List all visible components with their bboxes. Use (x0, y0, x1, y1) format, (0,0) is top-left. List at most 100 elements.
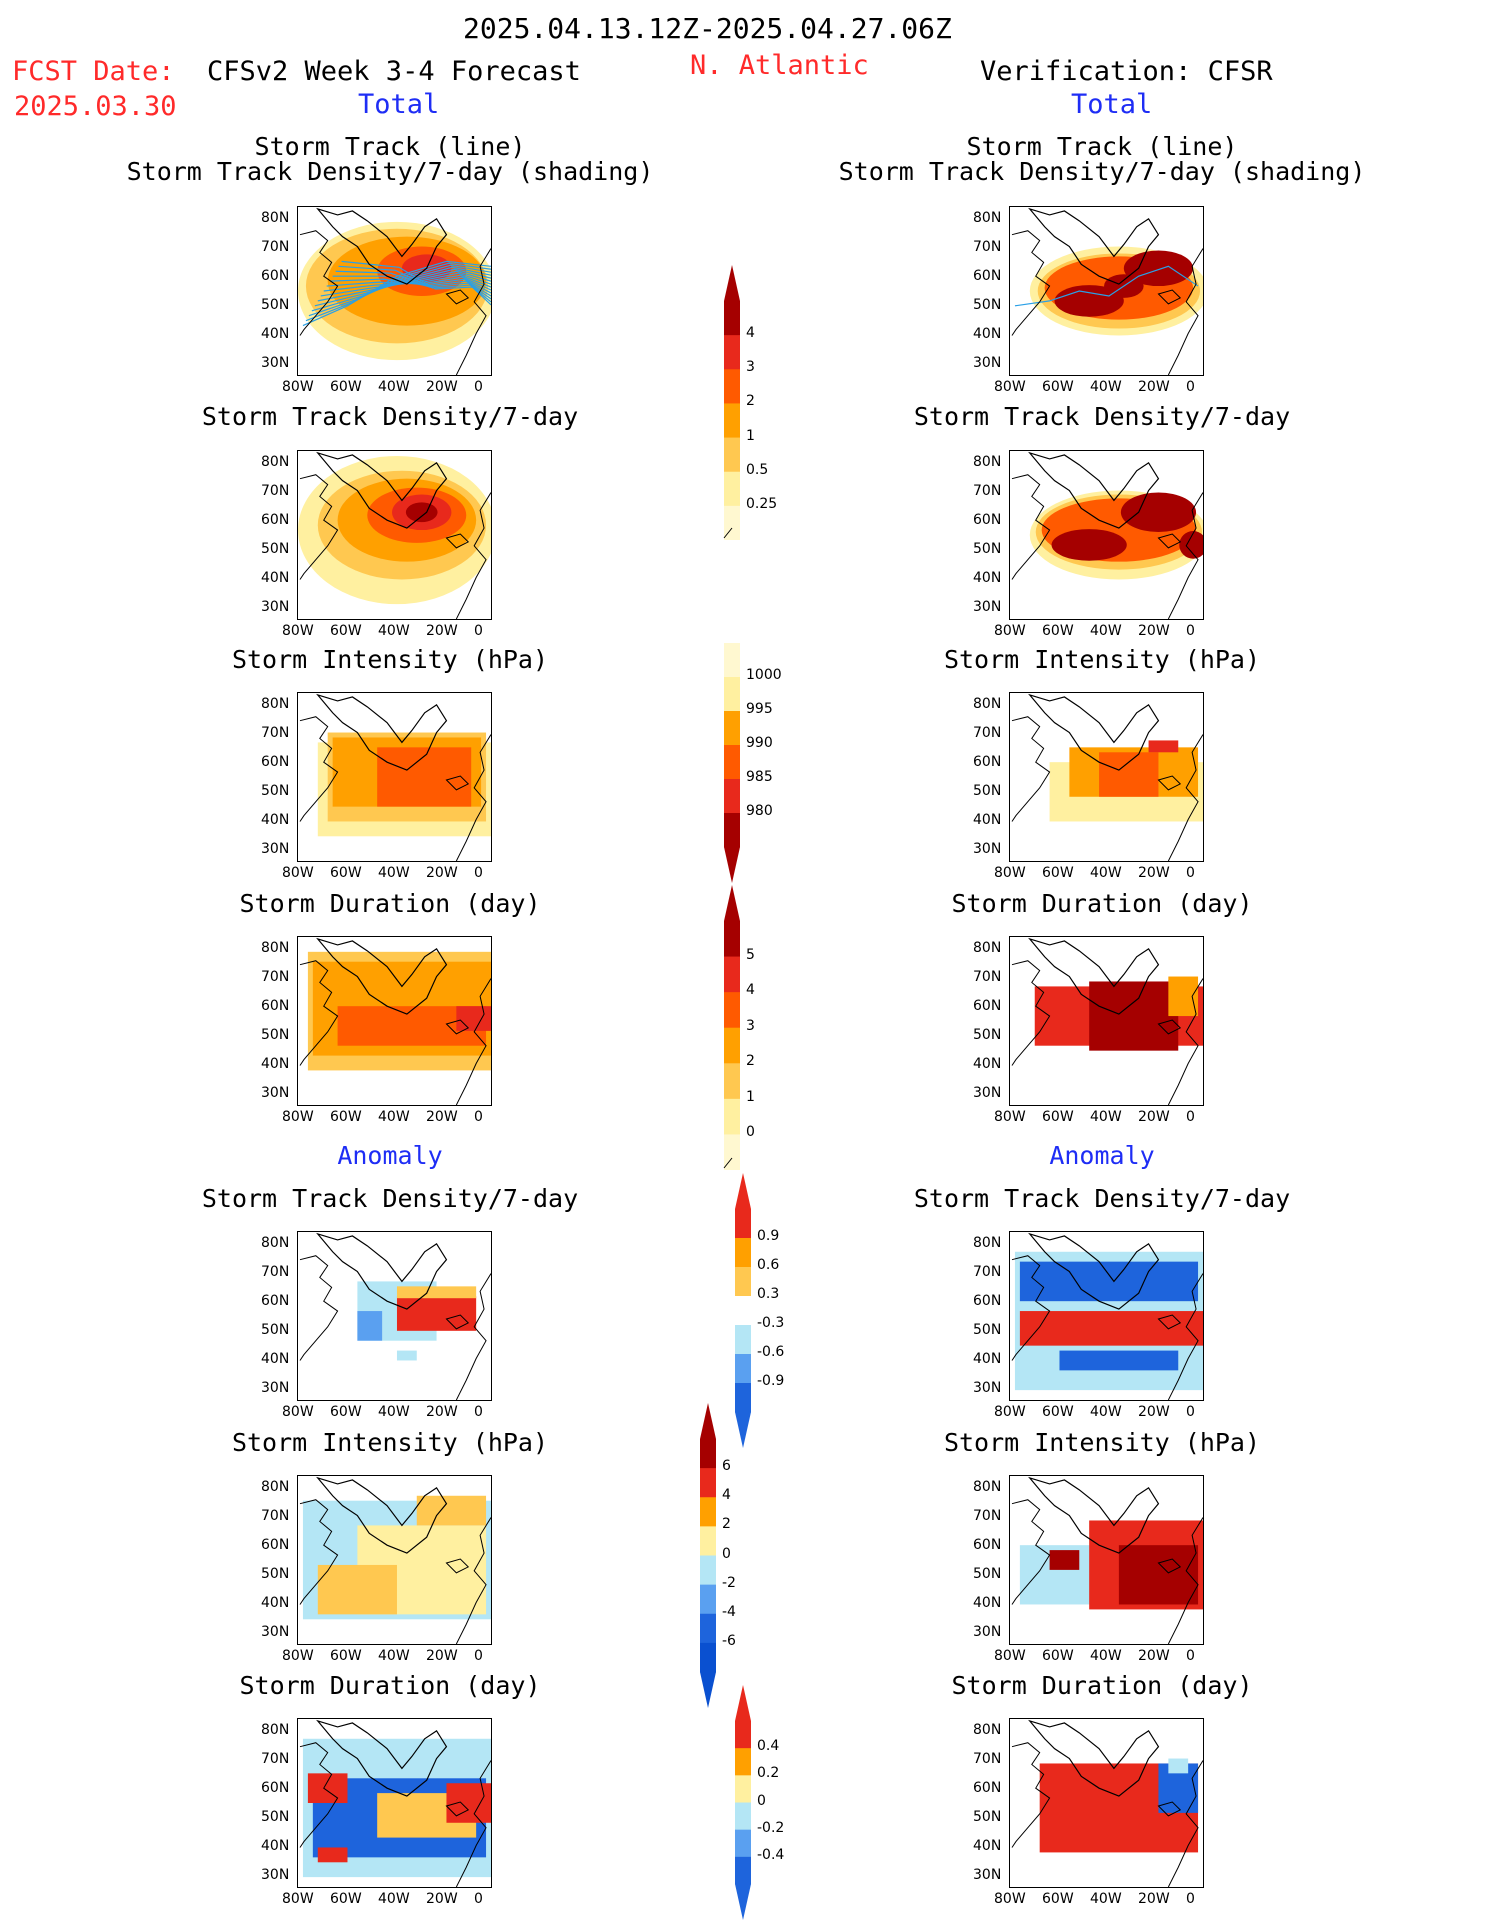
lat-tick-label: 80N (261, 696, 290, 712)
lon-tick-label: 0 (474, 1404, 483, 1420)
lat-tick-label: 80N (261, 454, 290, 470)
lat-tick-label: 30N (973, 355, 1002, 371)
date-range: 2025.04.13.12Z-2025.04.27.06Z (463, 12, 952, 45)
colorbar-tick-label: -2 (722, 1574, 736, 1591)
right-density-title: Storm Track Density/7-day (913, 402, 1291, 431)
left-anom-density-map (297, 1231, 492, 1401)
lat-tick-label: 30N (261, 841, 290, 857)
colorbar-tick-label: -6 (722, 1632, 736, 1649)
lat-tick-label: 60N (261, 1780, 290, 1796)
lon-tick-label: 80W (282, 1404, 314, 1420)
left-intensity-map (297, 692, 492, 862)
lon-tick-label: 60W (1042, 865, 1074, 881)
colorbar-tick-label: -0.9 (757, 1373, 785, 1389)
right-anomaly-label: Anomaly (1049, 1141, 1155, 1170)
intensity-total-colorbar (722, 643, 742, 887)
right-anom-intensity-title: Storm Intensity (hPa) (943, 1428, 1261, 1457)
colorbar-tick-label: 0.5 (746, 461, 769, 478)
duration-anom-colorbar (733, 1685, 753, 1924)
lon-tick-label: 60W (330, 865, 362, 881)
lon-tick-label: 20W (426, 865, 458, 881)
lat-tick-label: 70N (973, 1751, 1002, 1767)
lon-tick-label: 20W (1138, 1109, 1170, 1125)
lon-tick-label: 40W (1090, 1648, 1122, 1664)
lon-tick-label: 60W (1042, 1891, 1074, 1907)
lat-tick-label: 40N (261, 1056, 290, 1072)
colorbar-tick-label: 990 (746, 735, 773, 751)
colorbar-tick-label: -0.2 (757, 1819, 785, 1836)
left-duration-title: Storm Duration (day) (239, 889, 541, 918)
lat-tick-label: 30N (261, 355, 290, 371)
right-anom-intensity-map (1009, 1475, 1204, 1645)
colorbar-tick-label: 0.25 (746, 495, 778, 512)
lat-tick-label: 40N (973, 326, 1002, 342)
colorbar-tick-label: 1 (746, 427, 755, 444)
lon-tick-label: 40W (378, 1648, 410, 1664)
lat-tick-label: 60N (261, 754, 290, 770)
colorbar-tick-label: 3 (746, 359, 755, 376)
lat-tick-label: 70N (261, 483, 290, 499)
left-track-line-title: Storm Track (line) (254, 132, 526, 161)
lat-tick-label: 30N (261, 1867, 290, 1883)
left-density-map (297, 450, 492, 620)
lat-tick-label: 50N (261, 783, 290, 799)
colorbar-tick-label: 0.6 (757, 1257, 780, 1273)
lon-tick-label: 0 (474, 1109, 483, 1125)
lat-tick-label: 50N (261, 1322, 290, 1338)
lon-tick-label: 80W (994, 1404, 1026, 1420)
lon-tick-label: 20W (1138, 623, 1170, 639)
lat-tick-label: 70N (261, 1508, 290, 1524)
lat-tick-label: 60N (973, 1293, 1002, 1309)
lat-tick-label: 70N (261, 1751, 290, 1767)
lon-tick-label: 0 (474, 1648, 483, 1664)
lon-tick-label: 60W (1042, 1404, 1074, 1420)
lon-tick-label: 60W (1042, 623, 1074, 639)
lon-tick-label: 80W (994, 379, 1026, 395)
lat-tick-label: 60N (973, 1780, 1002, 1796)
density-total-colorbar (722, 265, 742, 544)
left-anom-duration-title: Storm Duration (day) (239, 1671, 541, 1700)
lon-tick-label: 20W (426, 1891, 458, 1907)
lon-tick-label: 40W (1090, 1404, 1122, 1420)
lon-tick-label: 80W (282, 865, 314, 881)
colorbar-tick-label: -0.4 (757, 1846, 785, 1863)
left-total-label: Total (358, 89, 440, 120)
colorbar-tick-label: 4 (746, 325, 755, 342)
lon-tick-label: 0 (474, 1891, 483, 1907)
lat-tick-label: 70N (261, 239, 290, 255)
lat-tick-label: 30N (973, 1380, 1002, 1396)
lon-tick-label: 60W (330, 1404, 362, 1420)
forecast-title: CFSv2 Week 3-4 Forecast (207, 56, 581, 87)
lat-tick-label: 80N (973, 1235, 1002, 1251)
left-intensity-title: Storm Intensity (hPa) (231, 645, 549, 674)
lat-tick-label: 60N (261, 268, 290, 284)
lon-tick-label: 20W (1138, 379, 1170, 395)
right-track-shading-title: Storm Track Density/7-day (shading) (838, 157, 1366, 186)
lat-tick-label: 40N (973, 1595, 1002, 1611)
left-anomaly-label: Anomaly (337, 1141, 443, 1170)
lat-tick-label: 50N (973, 297, 1002, 313)
lon-tick-label: 20W (426, 1404, 458, 1420)
colorbar-tick-label: 6 (722, 1458, 731, 1475)
right-intensity-map (1009, 692, 1204, 862)
colorbar-tick-label: 3 (746, 1017, 755, 1034)
intensity-anom-colorbar (698, 1403, 718, 1712)
lon-tick-label: 0 (1186, 1891, 1195, 1907)
lat-tick-label: 50N (973, 1566, 1002, 1582)
lon-tick-label: 20W (1138, 1404, 1170, 1420)
colorbar-tick-label: 2 (746, 393, 755, 410)
left-density-title: Storm Track Density/7-day (201, 402, 579, 431)
lon-tick-label: 40W (378, 1891, 410, 1907)
lat-tick-label: 80N (261, 210, 290, 226)
lat-tick-label: 40N (973, 1351, 1002, 1367)
lat-tick-label: 60N (261, 512, 290, 528)
right-intensity-title: Storm Intensity (hPa) (943, 645, 1261, 674)
left-track-shading-title: Storm Track Density/7-day (shading) (126, 157, 654, 186)
left-duration-map (297, 936, 492, 1106)
lon-tick-label: 20W (1138, 1891, 1170, 1907)
colorbar-tick-label: 4 (746, 982, 755, 999)
region-title: N. Atlantic (690, 50, 869, 81)
lat-tick-label: 40N (261, 570, 290, 586)
lon-tick-label: 60W (330, 1891, 362, 1907)
lon-tick-label: 80W (282, 1891, 314, 1907)
